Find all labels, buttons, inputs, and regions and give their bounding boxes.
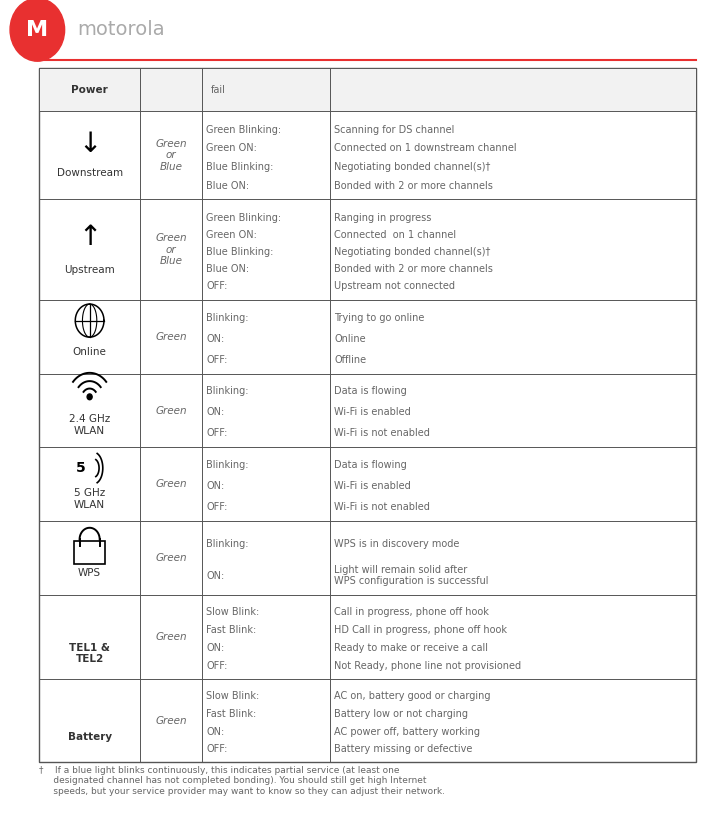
Text: OFF:: OFF: (206, 661, 228, 671)
Bar (74, 541, 106, 564)
Text: OFF:: OFF: (206, 428, 228, 438)
Text: Battery low or not charging: Battery low or not charging (335, 709, 468, 719)
Text: Not Ready, phone line not provisioned: Not Ready, phone line not provisioned (335, 661, 521, 671)
Text: Data is flowing: Data is flowing (335, 461, 407, 471)
Text: Green: Green (155, 715, 187, 725)
Text: Online: Online (73, 347, 106, 356)
Text: Blinking:: Blinking: (206, 313, 249, 323)
Text: Upstream: Upstream (64, 265, 115, 275)
Text: Offline: Offline (335, 355, 366, 365)
Text: Green: Green (155, 632, 187, 642)
Text: Downstream: Downstream (57, 168, 123, 178)
Text: OFF:: OFF: (206, 502, 228, 512)
Text: ON:: ON: (206, 571, 225, 581)
Text: Negotiating bonded channel(s)†: Negotiating bonded channel(s)† (335, 162, 490, 172)
Text: Trying to go online: Trying to go online (335, 313, 424, 323)
Text: Call in progress, phone off hook: Call in progress, phone off hook (335, 607, 489, 617)
Text: Fast Blink:: Fast Blink: (206, 625, 256, 635)
Text: Power: Power (71, 84, 108, 94)
Text: Wi-Fi is enabled: Wi-Fi is enabled (335, 408, 411, 418)
Text: Bonded with 2 or more channels: Bonded with 2 or more channels (335, 265, 493, 275)
Text: Slow Blink:: Slow Blink: (206, 691, 260, 701)
Text: Bonded with 2 or more channels: Bonded with 2 or more channels (335, 180, 493, 191)
Text: Connected  on 1 channel: Connected on 1 channel (335, 230, 457, 240)
Text: Blinking:: Blinking: (206, 386, 249, 396)
Text: Blue Blinking:: Blue Blinking: (206, 247, 274, 257)
Text: fail: fail (210, 84, 225, 94)
Text: Blinking:: Blinking: (206, 461, 249, 471)
Text: Green: Green (155, 332, 187, 342)
Text: Fast Blink:: Fast Blink: (206, 709, 256, 719)
Text: Green: Green (155, 480, 187, 490)
Text: ON:: ON: (206, 333, 225, 344)
Text: Blue ON:: Blue ON: (206, 265, 249, 275)
Text: M: M (27, 20, 48, 40)
Text: ON:: ON: (206, 408, 225, 418)
Text: Green Blinking:: Green Blinking: (206, 213, 281, 223)
Text: Wi-Fi is not enabled: Wi-Fi is not enabled (335, 502, 430, 512)
Text: Scanning for DS channel: Scanning for DS channel (335, 125, 454, 135)
Text: WPS is in discovery mode: WPS is in discovery mode (335, 539, 460, 549)
Text: WPS: WPS (78, 568, 101, 578)
Text: Battery missing or defective: Battery missing or defective (335, 744, 472, 754)
Text: 5 GHz
WLAN: 5 GHz WLAN (74, 488, 106, 509)
Text: AC power off, battery working: AC power off, battery working (335, 727, 480, 737)
Text: TEL1 &
TEL2: TEL1 & TEL2 (69, 643, 110, 664)
Text: Online: Online (335, 333, 366, 344)
Text: Green Blinking:: Green Blinking: (206, 125, 281, 135)
Text: Light will remain solid after
WPS configuration is successful: Light will remain solid after WPS config… (335, 565, 489, 586)
Bar (39, 68, 696, 762)
Text: ↑: ↑ (78, 222, 101, 251)
Text: Negotiating bonded channel(s)†: Negotiating bonded channel(s)† (335, 247, 490, 257)
Text: Ready to make or receive a call: Ready to make or receive a call (335, 643, 488, 653)
Text: Blinking:: Blinking: (206, 539, 249, 549)
Bar (39, 68, 696, 112)
Text: ↓: ↓ (78, 130, 101, 158)
Text: Wi-Fi is enabled: Wi-Fi is enabled (335, 481, 411, 491)
Text: AC on, battery good or charging: AC on, battery good or charging (335, 691, 490, 701)
Text: Green: Green (155, 553, 187, 563)
Text: Green ON:: Green ON: (206, 230, 257, 240)
Text: OFF:: OFF: (206, 355, 228, 365)
Text: ON:: ON: (206, 643, 225, 653)
Text: OFF:: OFF: (206, 281, 228, 291)
Text: Wi-Fi is not enabled: Wi-Fi is not enabled (335, 428, 430, 438)
Text: †    If a blue light blinks continuously, this indicates partial service (at lea: † If a blue light blinks continuously, t… (39, 766, 445, 796)
Text: Ranging in progress: Ranging in progress (335, 213, 432, 223)
Text: Green
or
Blue: Green or Blue (155, 233, 187, 266)
Text: ON:: ON: (206, 481, 225, 491)
Circle shape (87, 394, 92, 399)
Text: HD Call in progress, phone off hook: HD Call in progress, phone off hook (335, 625, 507, 635)
Text: Upstream not connected: Upstream not connected (335, 281, 455, 291)
Text: Blue ON:: Blue ON: (206, 180, 249, 191)
Text: Connected on 1 downstream channel: Connected on 1 downstream channel (335, 143, 517, 153)
Text: OFF:: OFF: (206, 744, 228, 754)
Text: Green: Green (155, 405, 187, 415)
Text: motorola: motorola (77, 21, 164, 39)
Text: ON:: ON: (206, 727, 225, 737)
Text: Green ON:: Green ON: (206, 143, 257, 153)
Text: Battery: Battery (67, 733, 112, 743)
Text: Blue Blinking:: Blue Blinking: (206, 162, 274, 172)
Text: 2.4 GHz
WLAN: 2.4 GHz WLAN (69, 414, 111, 436)
Text: Data is flowing: Data is flowing (335, 386, 407, 396)
Text: Green
or
Blue: Green or Blue (155, 139, 187, 172)
Text: 5: 5 (76, 461, 86, 475)
Circle shape (10, 0, 65, 61)
Text: Slow Blink:: Slow Blink: (206, 607, 260, 617)
